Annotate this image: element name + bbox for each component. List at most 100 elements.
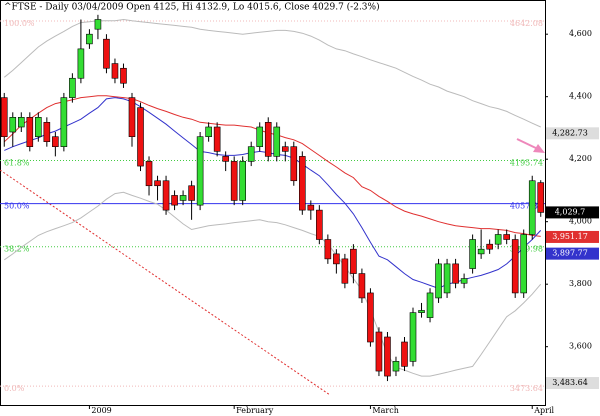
price-tag	[546, 377, 599, 390]
plot-frame	[0, 0, 546, 406]
overlay-line	[3, 95, 541, 237]
candle-body	[511, 239, 519, 294]
candle-body	[460, 278, 468, 284]
candle-body	[333, 253, 340, 265]
fib-ratio: 61.8%	[4, 159, 30, 168]
candle-body	[264, 122, 272, 157]
price-tag-label: 3,951.17	[552, 232, 588, 241]
candle-body	[52, 136, 59, 147]
chart-title: ^FTSE - Daily 03/04/2009 Open 4125, Hi 4…	[4, 2, 380, 13]
candle-body	[341, 258, 349, 284]
candle-body	[409, 312, 417, 362]
candle-body	[247, 146, 255, 162]
candle-body	[77, 48, 85, 79]
candle-body	[528, 180, 536, 235]
candle-body	[469, 239, 476, 269]
candle-body	[256, 126, 264, 147]
fib-price: 4642.08	[510, 19, 543, 28]
price-tag-label: 3,897.77	[552, 249, 588, 258]
y-tick-label: 4,200	[569, 154, 592, 163]
fib-price: 3473.64	[510, 384, 543, 393]
price-tag	[546, 127, 599, 140]
candle-body	[299, 156, 306, 211]
candle-body	[205, 126, 212, 137]
x-tick-label: April	[533, 406, 554, 415]
candle-body	[171, 195, 178, 206]
fib-layer: 100.0% 4642.08 61.8% 4195.74 50.0% 4057.86 38.…	[0, 19, 545, 393]
candle-body	[0, 97, 8, 137]
candle-body	[145, 161, 153, 187]
fib-price: 4195.74	[510, 159, 543, 168]
candle-body	[307, 204, 315, 211]
candle-body	[375, 331, 383, 372]
y-tick-label: 3,600	[569, 342, 592, 351]
overlay-line	[4, 97, 542, 289]
candle-body	[350, 248, 357, 274]
fib-ratio: 0.0%	[4, 384, 25, 393]
candle-body	[426, 292, 434, 318]
candle-body	[443, 263, 451, 294]
candle-body	[230, 161, 238, 201]
candle-body	[367, 292, 374, 343]
candle-body	[435, 263, 442, 299]
candle-body	[222, 156, 229, 162]
x-tick-label: March	[372, 406, 398, 415]
candle-body	[537, 182, 545, 213]
overlay-line	[4, 191, 542, 377]
candle-body	[26, 117, 34, 147]
candle-body	[213, 126, 221, 152]
price-tag	[546, 247, 599, 260]
candle-body	[290, 146, 298, 182]
candle-body	[239, 161, 246, 201]
candle-body	[273, 126, 281, 157]
candle-body	[384, 336, 391, 377]
candle-body	[35, 117, 42, 137]
overlay-layer	[3, 18, 542, 377]
candle-body	[111, 63, 119, 79]
candle-body	[392, 361, 400, 372]
fib-ratio: 100.0%	[4, 19, 35, 28]
candle-body	[494, 234, 502, 245]
candle-body	[503, 234, 510, 240]
y-tick-label: 3,800	[569, 279, 592, 288]
price-tag	[546, 206, 599, 219]
fib-price: 4057.86	[510, 202, 543, 211]
candle-body	[188, 185, 195, 201]
candle-body	[103, 38, 110, 69]
candle-body	[9, 117, 17, 133]
candle-body	[86, 33, 93, 45]
candle-body	[486, 243, 493, 250]
candle-body	[137, 107, 144, 167]
candle-body	[162, 180, 170, 211]
candle-body	[520, 234, 528, 294]
candle-layer	[0, 14, 545, 382]
candle-body	[60, 97, 68, 147]
candle-body	[452, 263, 459, 284]
trend-line	[0, 169, 331, 396]
y-tick-label: 4,600	[569, 29, 592, 38]
fib-ratio: 38.2%	[4, 245, 30, 254]
candle-body	[154, 180, 161, 187]
x-tick-label: February	[236, 406, 274, 415]
candle-body	[128, 97, 136, 137]
candle-body	[418, 310, 425, 313]
candle-body	[477, 248, 485, 255]
arrow-head	[533, 144, 545, 153]
price-tag-label: 3,483.64	[552, 378, 588, 387]
candle-body	[94, 19, 102, 30]
candle-body	[316, 209, 323, 240]
y-tick-label: 4,000	[569, 217, 592, 226]
price-tag-label: 4,282.73	[552, 128, 588, 137]
candle-body	[196, 136, 204, 206]
text-layer: 3,600 3,800 4,000 4,200 4,400 4,600 2009 Februa…	[88, 29, 599, 415]
price-tag-label: 4,029.7	[555, 207, 586, 216]
candle-body	[120, 67, 127, 84]
candle-body	[401, 341, 408, 367]
y-tick-label: 4,400	[569, 92, 592, 101]
candle-body	[179, 195, 187, 201]
candle-body	[281, 146, 289, 152]
price-tag	[546, 230, 599, 243]
candle-body	[324, 239, 332, 260]
candle-body	[358, 273, 366, 299]
